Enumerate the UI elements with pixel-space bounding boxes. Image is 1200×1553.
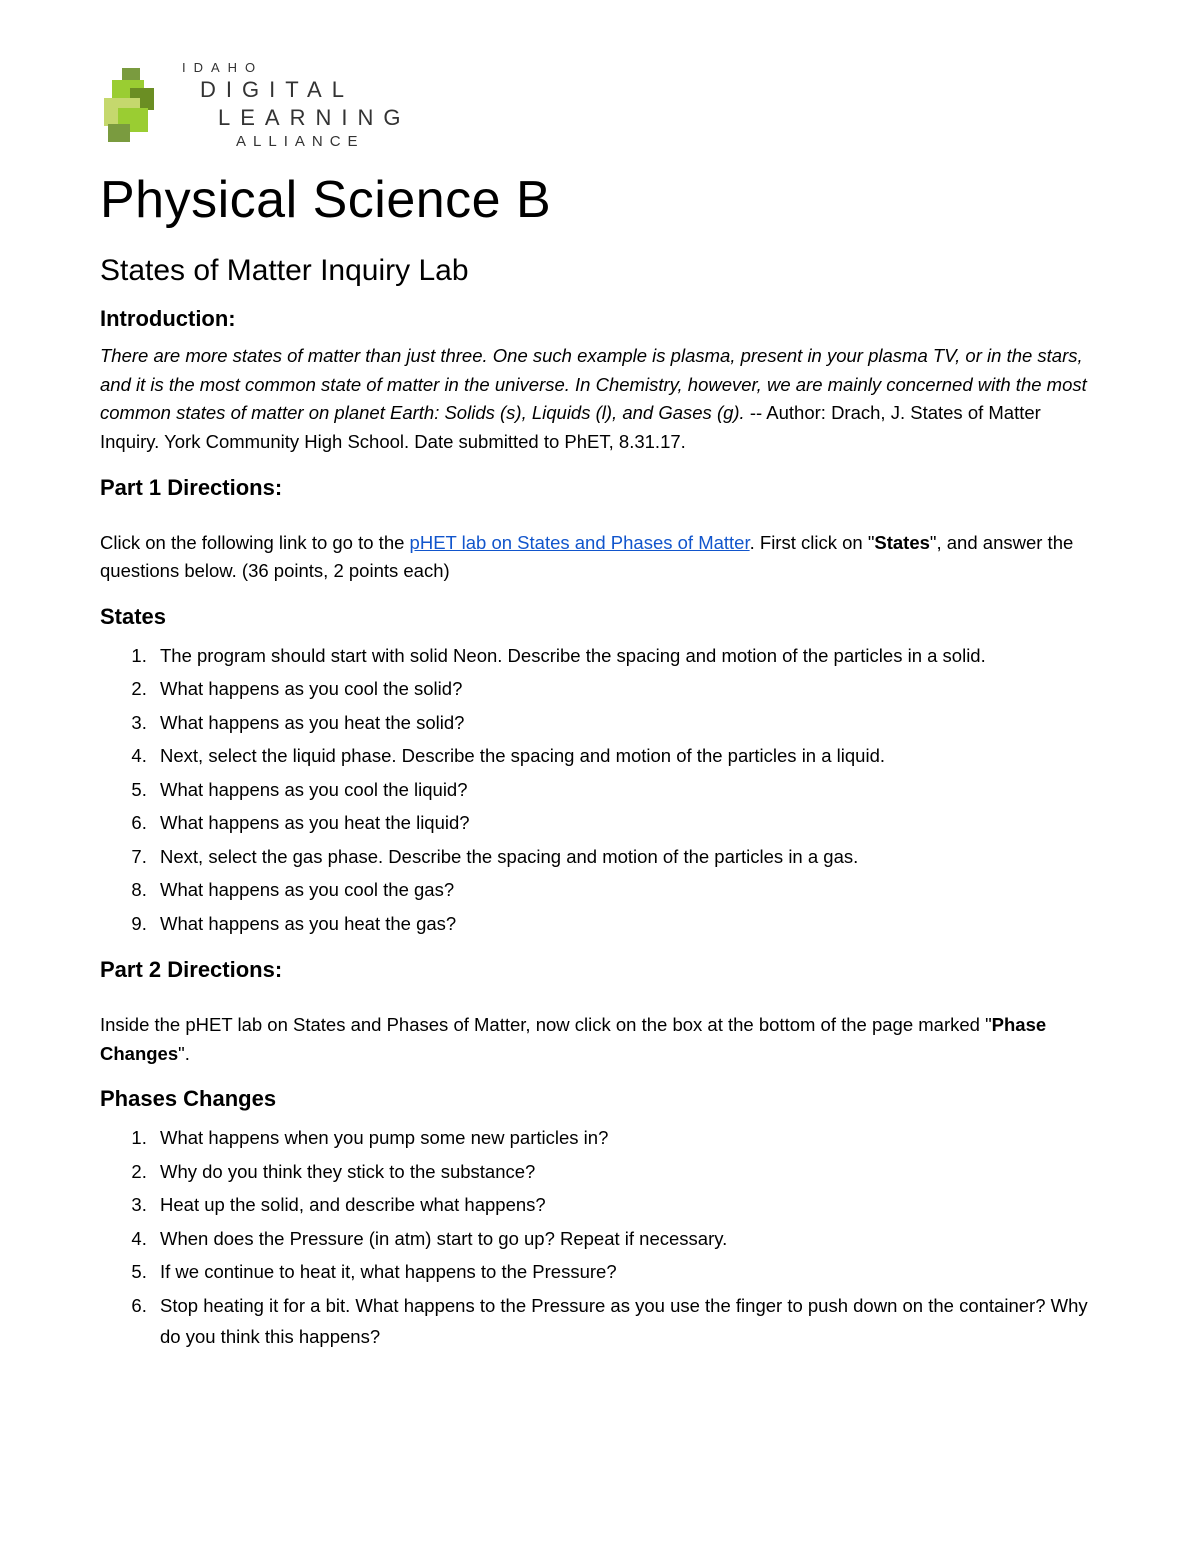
part1-prefix: Click on the following link to go to the bbox=[100, 532, 410, 553]
part2-suffix: ". bbox=[178, 1043, 190, 1064]
states-q2: What happens as you cool the solid? bbox=[152, 673, 1100, 704]
phases-q3: Heat up the solid, and describe what hap… bbox=[152, 1189, 1100, 1220]
phases-q1: What happens when you pump some new part… bbox=[152, 1122, 1100, 1153]
introduction-heading: Introduction: bbox=[100, 306, 1100, 332]
logo-line-digital: DIGITAL bbox=[200, 77, 410, 103]
states-q1: The program should start with solid Neon… bbox=[152, 640, 1100, 671]
states-q3: What happens as you heat the solid? bbox=[152, 707, 1100, 738]
states-q9: What happens as you heat the gas? bbox=[152, 908, 1100, 939]
states-heading: States bbox=[100, 604, 1100, 630]
states-q7: Next, select the gas phase. Describe the… bbox=[152, 841, 1100, 872]
part1-heading: Part 1 Directions: bbox=[100, 475, 1100, 501]
phases-q6: Stop heating it for a bit. What happens … bbox=[152, 1290, 1100, 1353]
phases-q4: When does the Pressure (in atm) start to… bbox=[152, 1223, 1100, 1254]
phases-q2: Why do you think they stick to the subst… bbox=[152, 1156, 1100, 1187]
part1-mid: . First click on " bbox=[750, 532, 875, 553]
part1-bold: States bbox=[874, 532, 930, 553]
page-title: Physical Science B bbox=[100, 170, 1100, 230]
logo-header: IDAHO DIGITAL LEARNING ALLIANCE bbox=[100, 60, 1100, 150]
phases-q5: If we continue to heat it, what happens … bbox=[152, 1256, 1100, 1287]
states-q4: Next, select the liquid phase. Describe … bbox=[152, 740, 1100, 771]
logo-text: IDAHO DIGITAL LEARNING ALLIANCE bbox=[182, 60, 410, 150]
part2-prefix: Inside the pHET lab on States and Phases… bbox=[100, 1014, 992, 1035]
part2-heading: Part 2 Directions: bbox=[100, 957, 1100, 983]
states-questions: The program should start with solid Neon… bbox=[152, 640, 1100, 939]
logo-icon bbox=[100, 60, 170, 150]
states-q5: What happens as you cool the liquid? bbox=[152, 774, 1100, 805]
logo-line-idaho: IDAHO bbox=[182, 60, 410, 75]
phet-link[interactable]: pHET lab on States and Phases of Matter bbox=[410, 532, 750, 553]
phases-questions: What happens when you pump some new part… bbox=[152, 1122, 1100, 1352]
states-q6: What happens as you heat the liquid? bbox=[152, 807, 1100, 838]
logo-line-alliance: ALLIANCE bbox=[236, 133, 410, 150]
logo-line-learning: LEARNING bbox=[218, 105, 410, 131]
introduction-text: There are more states of matter than jus… bbox=[100, 342, 1100, 457]
part1-instructions: Click on the following link to go to the… bbox=[100, 529, 1100, 586]
phases-heading: Phases Changes bbox=[100, 1086, 1100, 1112]
subtitle: States of Matter Inquiry Lab bbox=[100, 254, 1100, 288]
states-q8: What happens as you cool the gas? bbox=[152, 874, 1100, 905]
part2-instructions: Inside the pHET lab on States and Phases… bbox=[100, 1011, 1100, 1068]
